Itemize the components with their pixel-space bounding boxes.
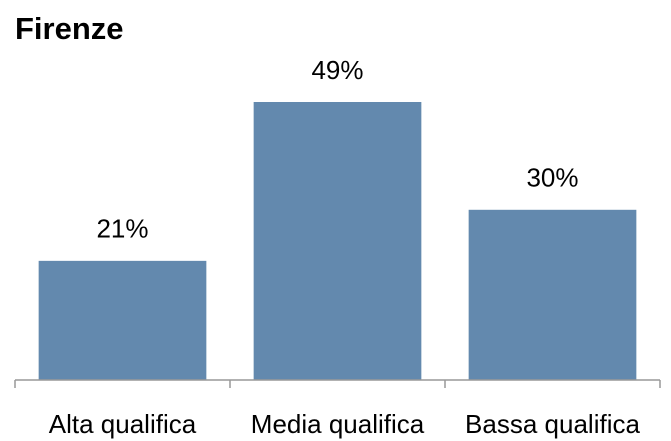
bar [38, 260, 207, 380]
x-tick-label: Alta qualifica [49, 409, 197, 439]
x-tick-label: Media qualifica [251, 409, 425, 439]
x-tick-label: Bassa qualifica [465, 409, 640, 439]
bar [468, 209, 637, 380]
value-label: 30% [526, 163, 578, 193]
chart-title: Firenze [15, 11, 124, 46]
bar [253, 102, 422, 380]
value-label: 49% [311, 55, 363, 85]
value-label: 21% [96, 214, 148, 244]
